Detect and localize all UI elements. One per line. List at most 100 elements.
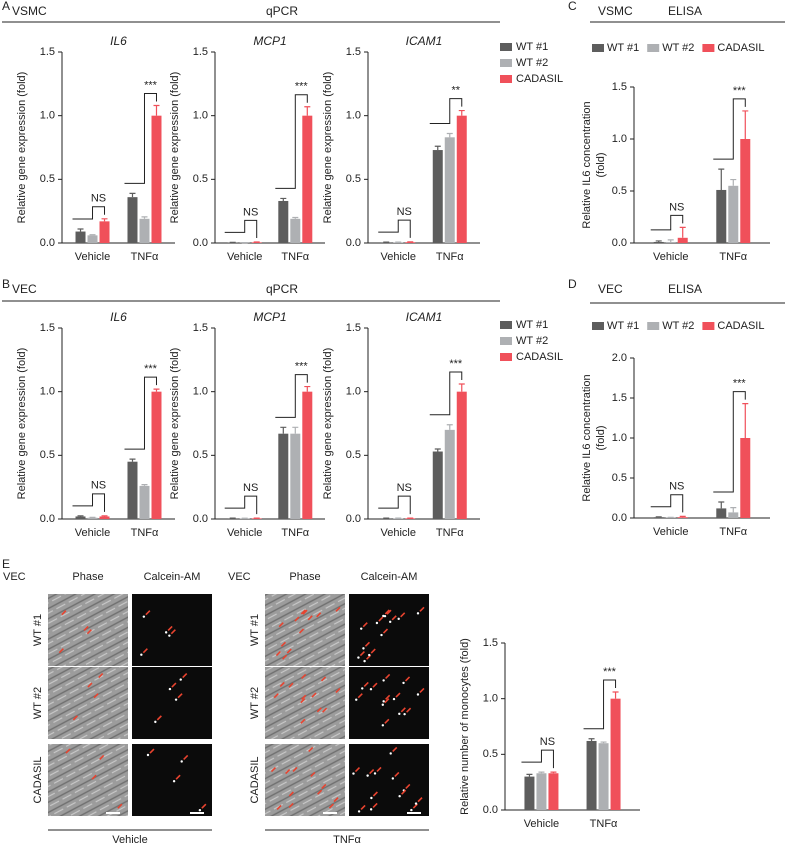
cell-dot [389, 752, 392, 755]
error-bar [304, 385, 311, 392]
arrow [301, 694, 307, 700]
assay: ELISA [668, 282, 702, 296]
arrow [372, 791, 378, 797]
error-bar [458, 109, 465, 116]
legend-swatch [592, 322, 604, 330]
arrow [61, 610, 67, 616]
y-tick-label: 0.5 [40, 173, 55, 185]
arrow [275, 651, 281, 657]
arrow [167, 625, 173, 631]
arrow [360, 804, 366, 810]
error-bar [101, 515, 108, 517]
cell-dot [382, 679, 385, 682]
arrow [384, 609, 390, 615]
significance: NS [397, 482, 412, 494]
bar [586, 740, 597, 810]
cell-dot [416, 693, 420, 696]
legend-label: WT #2 [662, 42, 694, 54]
x-tick-label: Vehicle [380, 527, 415, 539]
cell-dot [391, 777, 395, 780]
arrow [391, 615, 397, 621]
significance: NS [91, 480, 106, 492]
arrow [400, 612, 406, 618]
x-tick-label: Vehicle [653, 526, 688, 538]
x-tick-label: Vehicle [75, 251, 110, 263]
y-tick-label: 0.5 [612, 472, 627, 484]
x-tick-label: TNFα [719, 251, 747, 263]
cell-dot [398, 795, 401, 798]
bracket [378, 495, 411, 515]
significance: NS [540, 736, 555, 748]
cell-dot [361, 687, 364, 690]
legend-label: WT #2 [516, 335, 548, 347]
arrow [404, 676, 411, 682]
scale-bar [190, 812, 204, 814]
arrow [292, 766, 298, 773]
legend-label: WT #1 [607, 320, 639, 332]
arrow [400, 707, 406, 713]
y-tick-label: 1.5 [612, 81, 627, 93]
legend-swatch [592, 44, 604, 52]
y-tick-label: 0.0 [346, 237, 361, 249]
calcein-image [132, 667, 212, 739]
chart-title: ICAM1 [406, 310, 443, 324]
y-axis-label: Relative gene expression (fold) [169, 72, 181, 224]
error-bar [667, 239, 674, 242]
cell-dot [179, 678, 182, 681]
y-tick-label: 0.5 [346, 173, 361, 185]
error-bar [129, 192, 136, 198]
arrow [87, 682, 93, 688]
arrow [177, 693, 183, 699]
bracket [650, 494, 684, 513]
error-bar [446, 424, 453, 430]
x-tick-label: Vehicle [75, 527, 110, 539]
error-bar [101, 218, 108, 222]
arrow [58, 648, 64, 654]
cell-dot [381, 703, 385, 706]
x-tick-label: Vehicle [524, 818, 559, 830]
y-tick-label: 0.0 [193, 237, 208, 249]
arrow [406, 707, 412, 713]
y-axis-label: Relative IL6 concentration [581, 374, 593, 501]
arrow [321, 783, 327, 789]
error-bar [292, 426, 299, 434]
column-label: Calcein-AM [144, 571, 201, 583]
arrow [401, 789, 407, 795]
error-bar [538, 771, 545, 774]
cell-dot [140, 653, 143, 656]
bar [665, 241, 676, 243]
bracket [713, 391, 746, 493]
bar [728, 185, 739, 243]
cell-dot [168, 687, 172, 691]
significance: *** [295, 81, 309, 93]
arrow [282, 654, 288, 660]
significance: NS [669, 481, 684, 493]
cell-dot [410, 808, 413, 812]
bar [740, 139, 751, 243]
bar [653, 241, 664, 243]
cell-dot [373, 772, 377, 775]
bracket [650, 214, 684, 231]
phase-image [48, 594, 128, 666]
y-tick-label: 1.5 [346, 322, 361, 334]
cell-dot [370, 796, 373, 800]
arrow [276, 804, 282, 810]
arrow [412, 803, 418, 809]
error-bar [153, 388, 160, 392]
bar [677, 237, 688, 243]
arrow [405, 783, 411, 789]
error-bar [292, 216, 299, 219]
bar [75, 231, 86, 243]
y-tick-label: 0.5 [193, 173, 208, 185]
error-bar [718, 168, 725, 190]
bar [740, 438, 751, 518]
y-axis-label: Relative number of monocytes (fold) [459, 638, 471, 815]
arrow [86, 629, 92, 635]
panel-letter: B [2, 277, 10, 291]
bar [290, 433, 301, 519]
cell-type: VEC [3, 571, 26, 583]
bracket [583, 679, 617, 730]
cell-dot [352, 772, 355, 775]
error-bar [730, 507, 737, 513]
error-bar [141, 484, 148, 486]
